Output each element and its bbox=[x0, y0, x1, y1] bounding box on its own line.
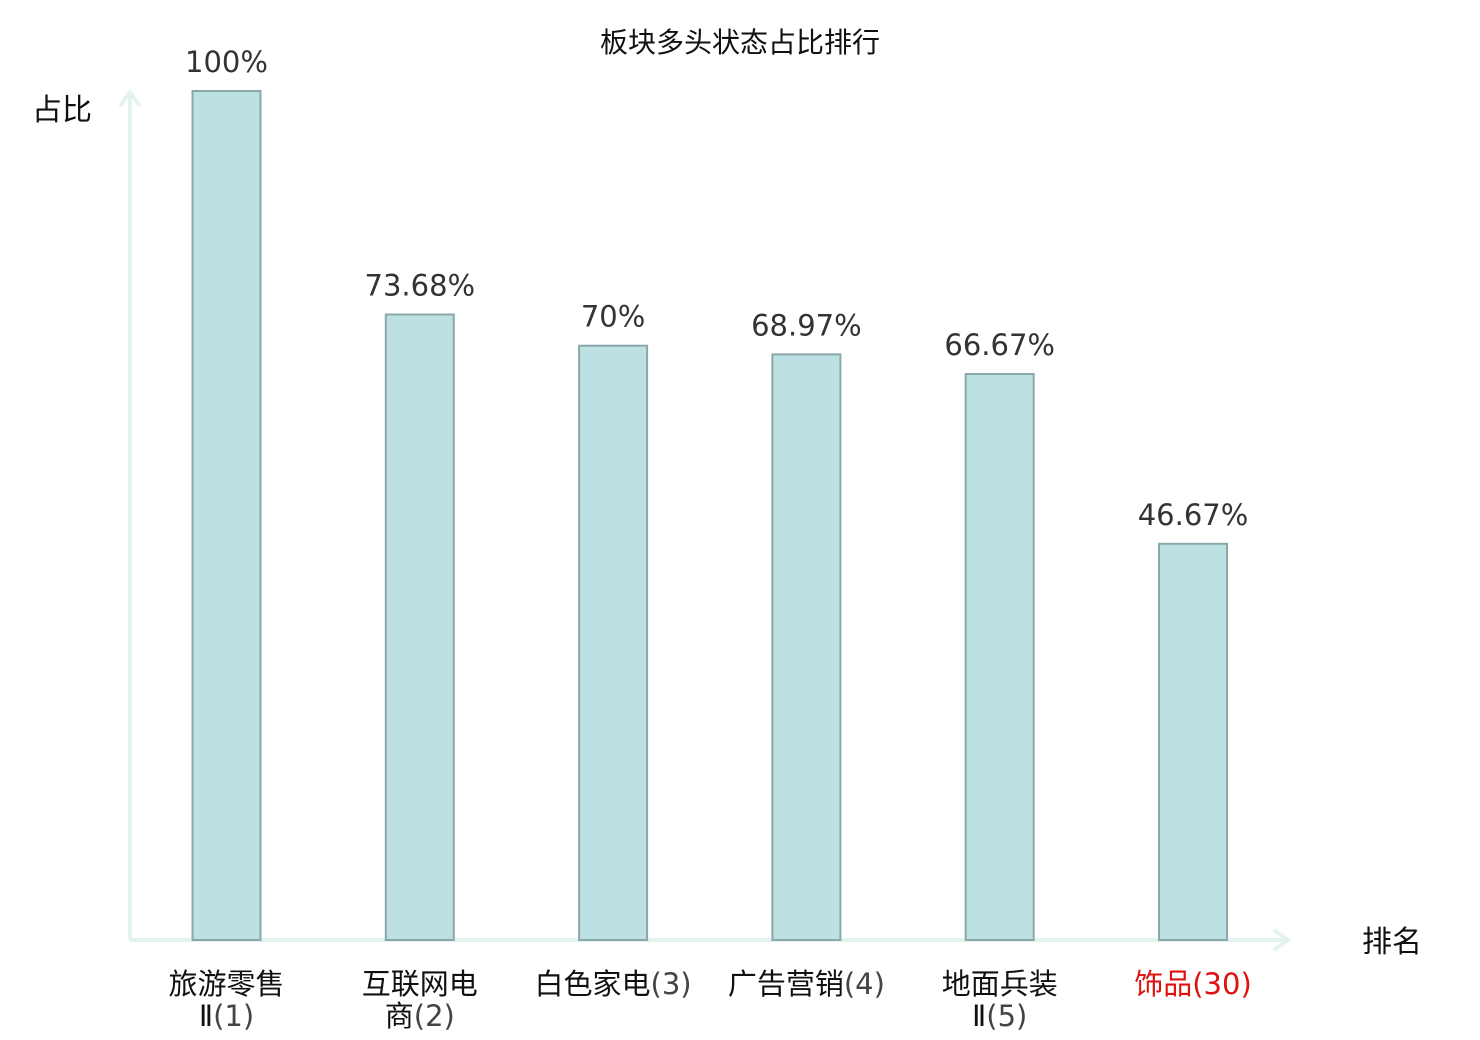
bar-2 bbox=[384, 313, 455, 941]
bar-value-label-2: 73.68% bbox=[365, 269, 476, 303]
category-label-2: 互联网电商(2) bbox=[362, 967, 478, 1033]
category-label-6: 饰品(30) bbox=[1134, 967, 1252, 1001]
bar-value-label-5: 66.67% bbox=[944, 328, 1055, 362]
bar-value-label-4: 68.97% bbox=[751, 308, 862, 342]
x-axis-arrow-icon bbox=[1272, 928, 1292, 952]
x-axis bbox=[130, 928, 1292, 952]
y-axis bbox=[118, 88, 142, 940]
bar-value-label-6: 46.67% bbox=[1138, 498, 1249, 532]
bar-5 bbox=[964, 373, 1035, 941]
category-label-4: 广告营销(4) bbox=[728, 967, 885, 1001]
bar-4 bbox=[771, 353, 842, 941]
category-labels-group: 旅游零售 Ⅱ(1) 互联网电商(2) 白色家电(3) 广告营销(4) 地面兵装 Ⅱ(5) 饰品… bbox=[168, 967, 1251, 1033]
bars-group bbox=[191, 90, 1228, 941]
category-label-1: 旅游零售 Ⅱ(1) bbox=[168, 967, 284, 1033]
y-axis-arrow-icon bbox=[118, 88, 142, 108]
bar-value-label-1: 100% bbox=[185, 45, 268, 79]
chart-title: 板块多头状态占比排行 bbox=[600, 26, 880, 59]
bar-1 bbox=[191, 90, 262, 941]
bar-6 bbox=[1158, 542, 1228, 941]
category-label-3: 白色家电(3) bbox=[535, 967, 692, 1001]
bar-3 bbox=[578, 344, 649, 941]
value-labels-group: 100% 73.68% 70% 68.97% 66.67% 46.67% bbox=[185, 45, 1248, 532]
category-label-5: 地面兵装 Ⅱ(5) bbox=[942, 967, 1058, 1033]
bar-value-label-3: 70% bbox=[581, 300, 645, 334]
y-axis-label: 占比 bbox=[32, 93, 92, 128]
x-axis-label: 排名 bbox=[1362, 925, 1422, 960]
